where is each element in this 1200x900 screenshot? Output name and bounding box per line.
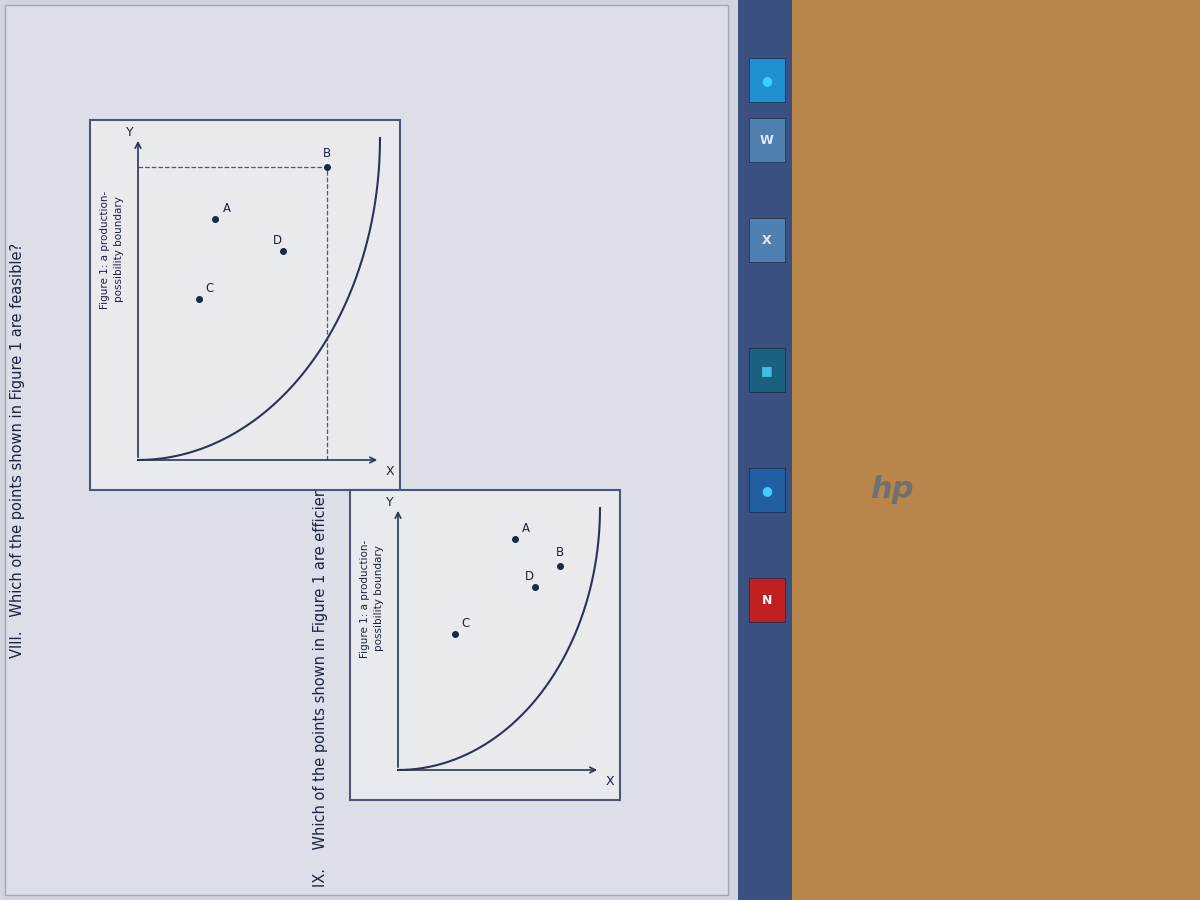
Text: ●: ● bbox=[761, 484, 773, 498]
Bar bbox=[792, 0, 1200, 900]
Bar bbox=[749, 218, 785, 262]
Bar bbox=[0, 0, 738, 900]
Bar bbox=[749, 348, 785, 392]
Text: A: A bbox=[522, 522, 530, 536]
Text: ●: ● bbox=[761, 75, 773, 87]
Text: D: D bbox=[526, 570, 534, 582]
Bar bbox=[350, 490, 620, 800]
Text: C: C bbox=[205, 282, 214, 295]
Text: B: B bbox=[556, 545, 564, 559]
Bar bbox=[749, 578, 785, 622]
Bar bbox=[90, 120, 400, 490]
Text: C: C bbox=[462, 616, 470, 630]
Text: IX.    Which of the points shown in Figure 1 are efficient?: IX. Which of the points shown in Figure … bbox=[312, 473, 328, 886]
Bar bbox=[749, 58, 785, 102]
Bar bbox=[749, 118, 785, 162]
Text: Y: Y bbox=[126, 127, 134, 140]
Text: A: A bbox=[222, 202, 230, 214]
Text: Y: Y bbox=[386, 497, 394, 509]
Bar bbox=[749, 468, 785, 512]
Text: X: X bbox=[606, 775, 614, 788]
Text: ■: ■ bbox=[761, 364, 773, 377]
Text: X: X bbox=[762, 235, 772, 248]
Bar bbox=[5, 5, 728, 895]
Text: hp: hp bbox=[870, 475, 914, 505]
Text: X: X bbox=[385, 465, 395, 478]
Text: B: B bbox=[323, 147, 331, 160]
Text: N: N bbox=[762, 595, 772, 608]
Text: D: D bbox=[274, 234, 282, 247]
Text: Figure 1: a production-
possibility boundary: Figure 1: a production- possibility boun… bbox=[101, 191, 124, 309]
Text: W: W bbox=[760, 134, 774, 148]
Text: Figure 1: a production-
possibility boundary: Figure 1: a production- possibility boun… bbox=[360, 539, 384, 658]
Text: VIII.   Which of the points shown in Figure 1 are feasible?: VIII. Which of the points shown in Figur… bbox=[11, 242, 25, 658]
Bar bbox=[738, 0, 796, 900]
